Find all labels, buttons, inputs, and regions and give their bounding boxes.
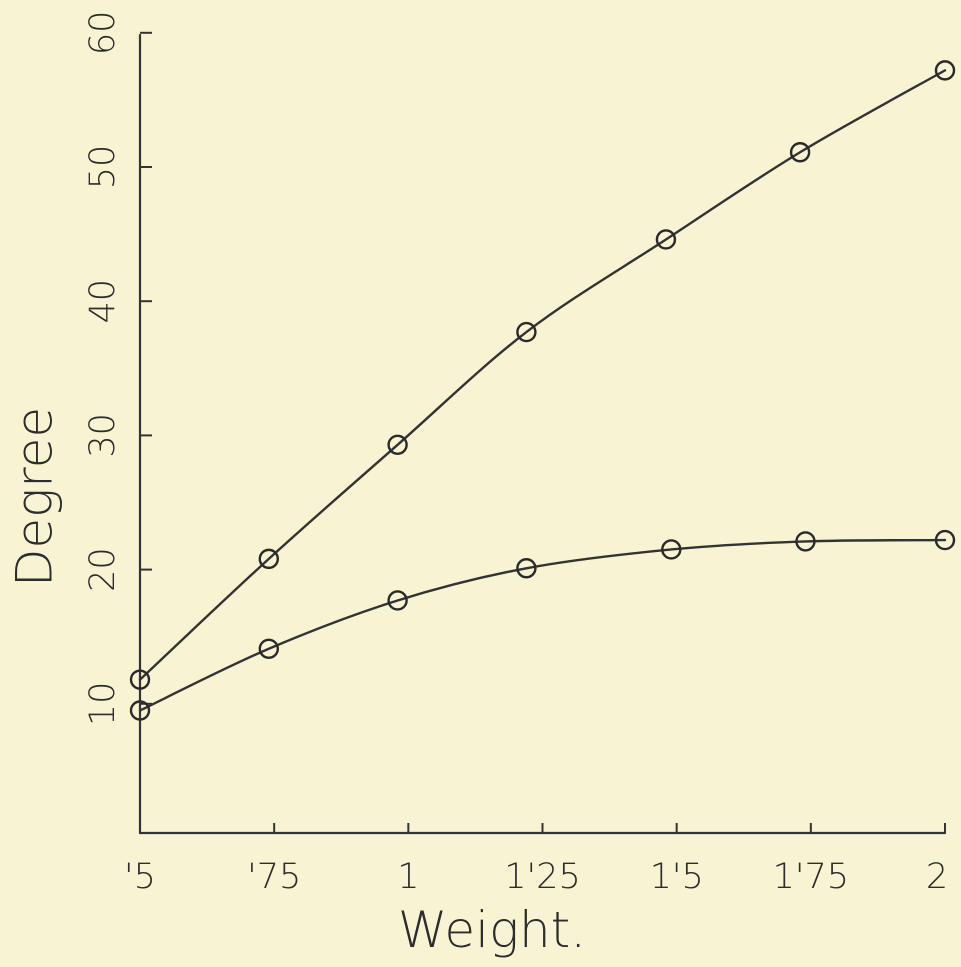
series-2-point: [387, 590, 408, 611]
x-tick-label: 2: [926, 857, 948, 897]
series-1-point: [129, 669, 151, 690]
x-tick-label: 1'75: [773, 857, 849, 897]
series-2-point: [661, 539, 682, 560]
series-2-point: [795, 531, 816, 552]
series-2-point: [516, 558, 537, 579]
axes: [138, 33, 947, 835]
x-axis-title: Weight.: [398, 901, 586, 959]
y-tick-label: 40: [83, 279, 123, 324]
y-tick-label: 50: [83, 145, 123, 190]
series-1-point: [789, 142, 811, 163]
series-1-point: [258, 548, 279, 570]
y-axis-title: Degree: [6, 407, 64, 587]
y-ticks: 10 20 30 40 50 60: [83, 11, 152, 727]
x-tick-label: '5: [124, 857, 156, 897]
x-tick-label: 1'5: [650, 857, 704, 897]
series-2-point: [258, 638, 279, 659]
x-tick-label: 1'25: [504, 857, 580, 897]
series-1-point: [655, 229, 677, 250]
x-tick-label: '75: [247, 857, 301, 897]
series-1-point: [516, 321, 537, 343]
x-ticks: '5 '75 1 1'25 1'5 1'75 2: [124, 823, 948, 897]
series-points: [129, 60, 956, 721]
y-tick-label: 10: [83, 682, 123, 727]
y-tick-label: 30: [83, 413, 123, 458]
series-1-line: [138, 69, 947, 681]
series-2-point: [934, 529, 956, 551]
series-lines: [138, 69, 947, 712]
series-1-point: [387, 434, 408, 455]
series-1-point: [934, 60, 956, 81]
series-2-point: [129, 700, 151, 721]
series-2-line: [138, 538, 947, 712]
y-tick-label: 20: [83, 547, 123, 592]
y-tick-label: 60: [83, 11, 123, 56]
x-tick-label: 1: [397, 857, 419, 897]
